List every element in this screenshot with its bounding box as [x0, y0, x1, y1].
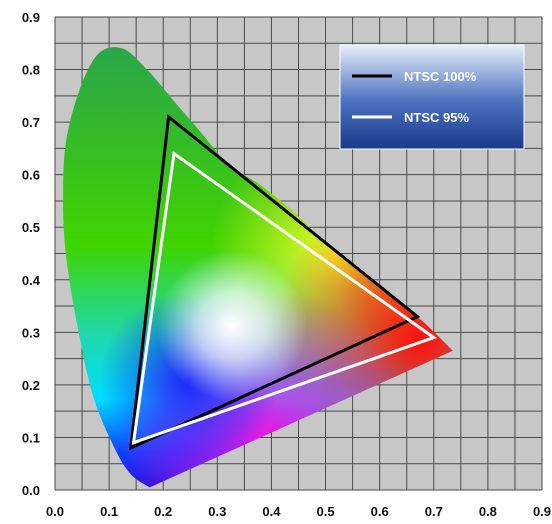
legend-label-ntsc-95: NTSC 95%: [404, 110, 469, 125]
x-tick-label: 0.0: [46, 504, 64, 519]
y-tick-label: 0.4: [22, 273, 41, 288]
y-tick-label: 0.7: [22, 115, 40, 130]
x-tick-label: 0.5: [317, 504, 335, 519]
y-tick-label: 0.8: [22, 63, 40, 78]
x-tick-label: 0.9: [533, 504, 551, 519]
y-tick-label: 0.9: [22, 10, 40, 25]
x-tick-label: 0.4: [262, 504, 281, 519]
series-line-ntsc-100: [129, 114, 421, 451]
series-layer: [129, 114, 438, 451]
y-tick-label: 0.1: [22, 430, 40, 445]
y-tick-label: 0.0: [22, 483, 40, 498]
y-axis-ticks: 0.0 0.1 0.2 0.3 0.4 0.5 0.6 0.7 0.8 0.9: [22, 10, 41, 498]
x-tick-label: 0.8: [479, 504, 497, 519]
x-tick-label: 0.3: [208, 504, 226, 519]
x-tick-label: 0.1: [100, 504, 118, 519]
x-tick-label: 0.6: [371, 504, 389, 519]
y-tick-label: 0.6: [22, 168, 40, 183]
legend-label-ntsc-100: NTSC 100%: [404, 69, 477, 84]
x-tick-label: 0.2: [154, 504, 172, 519]
x-axis-ticks: 0.0 0.1 0.2 0.3 0.4 0.5 0.6 0.7 0.8 0.9: [46, 504, 551, 519]
x-tick-label: 0.7: [425, 504, 443, 519]
legend: NTSC 100% NTSC 95%: [339, 44, 525, 150]
series-line-ntsc-95: [131, 150, 438, 445]
y-tick-label: 0.5: [22, 220, 40, 235]
y-tick-label: 0.2: [22, 378, 40, 393]
y-tick-label: 0.3: [22, 325, 40, 340]
legend-box: [339, 44, 525, 150]
